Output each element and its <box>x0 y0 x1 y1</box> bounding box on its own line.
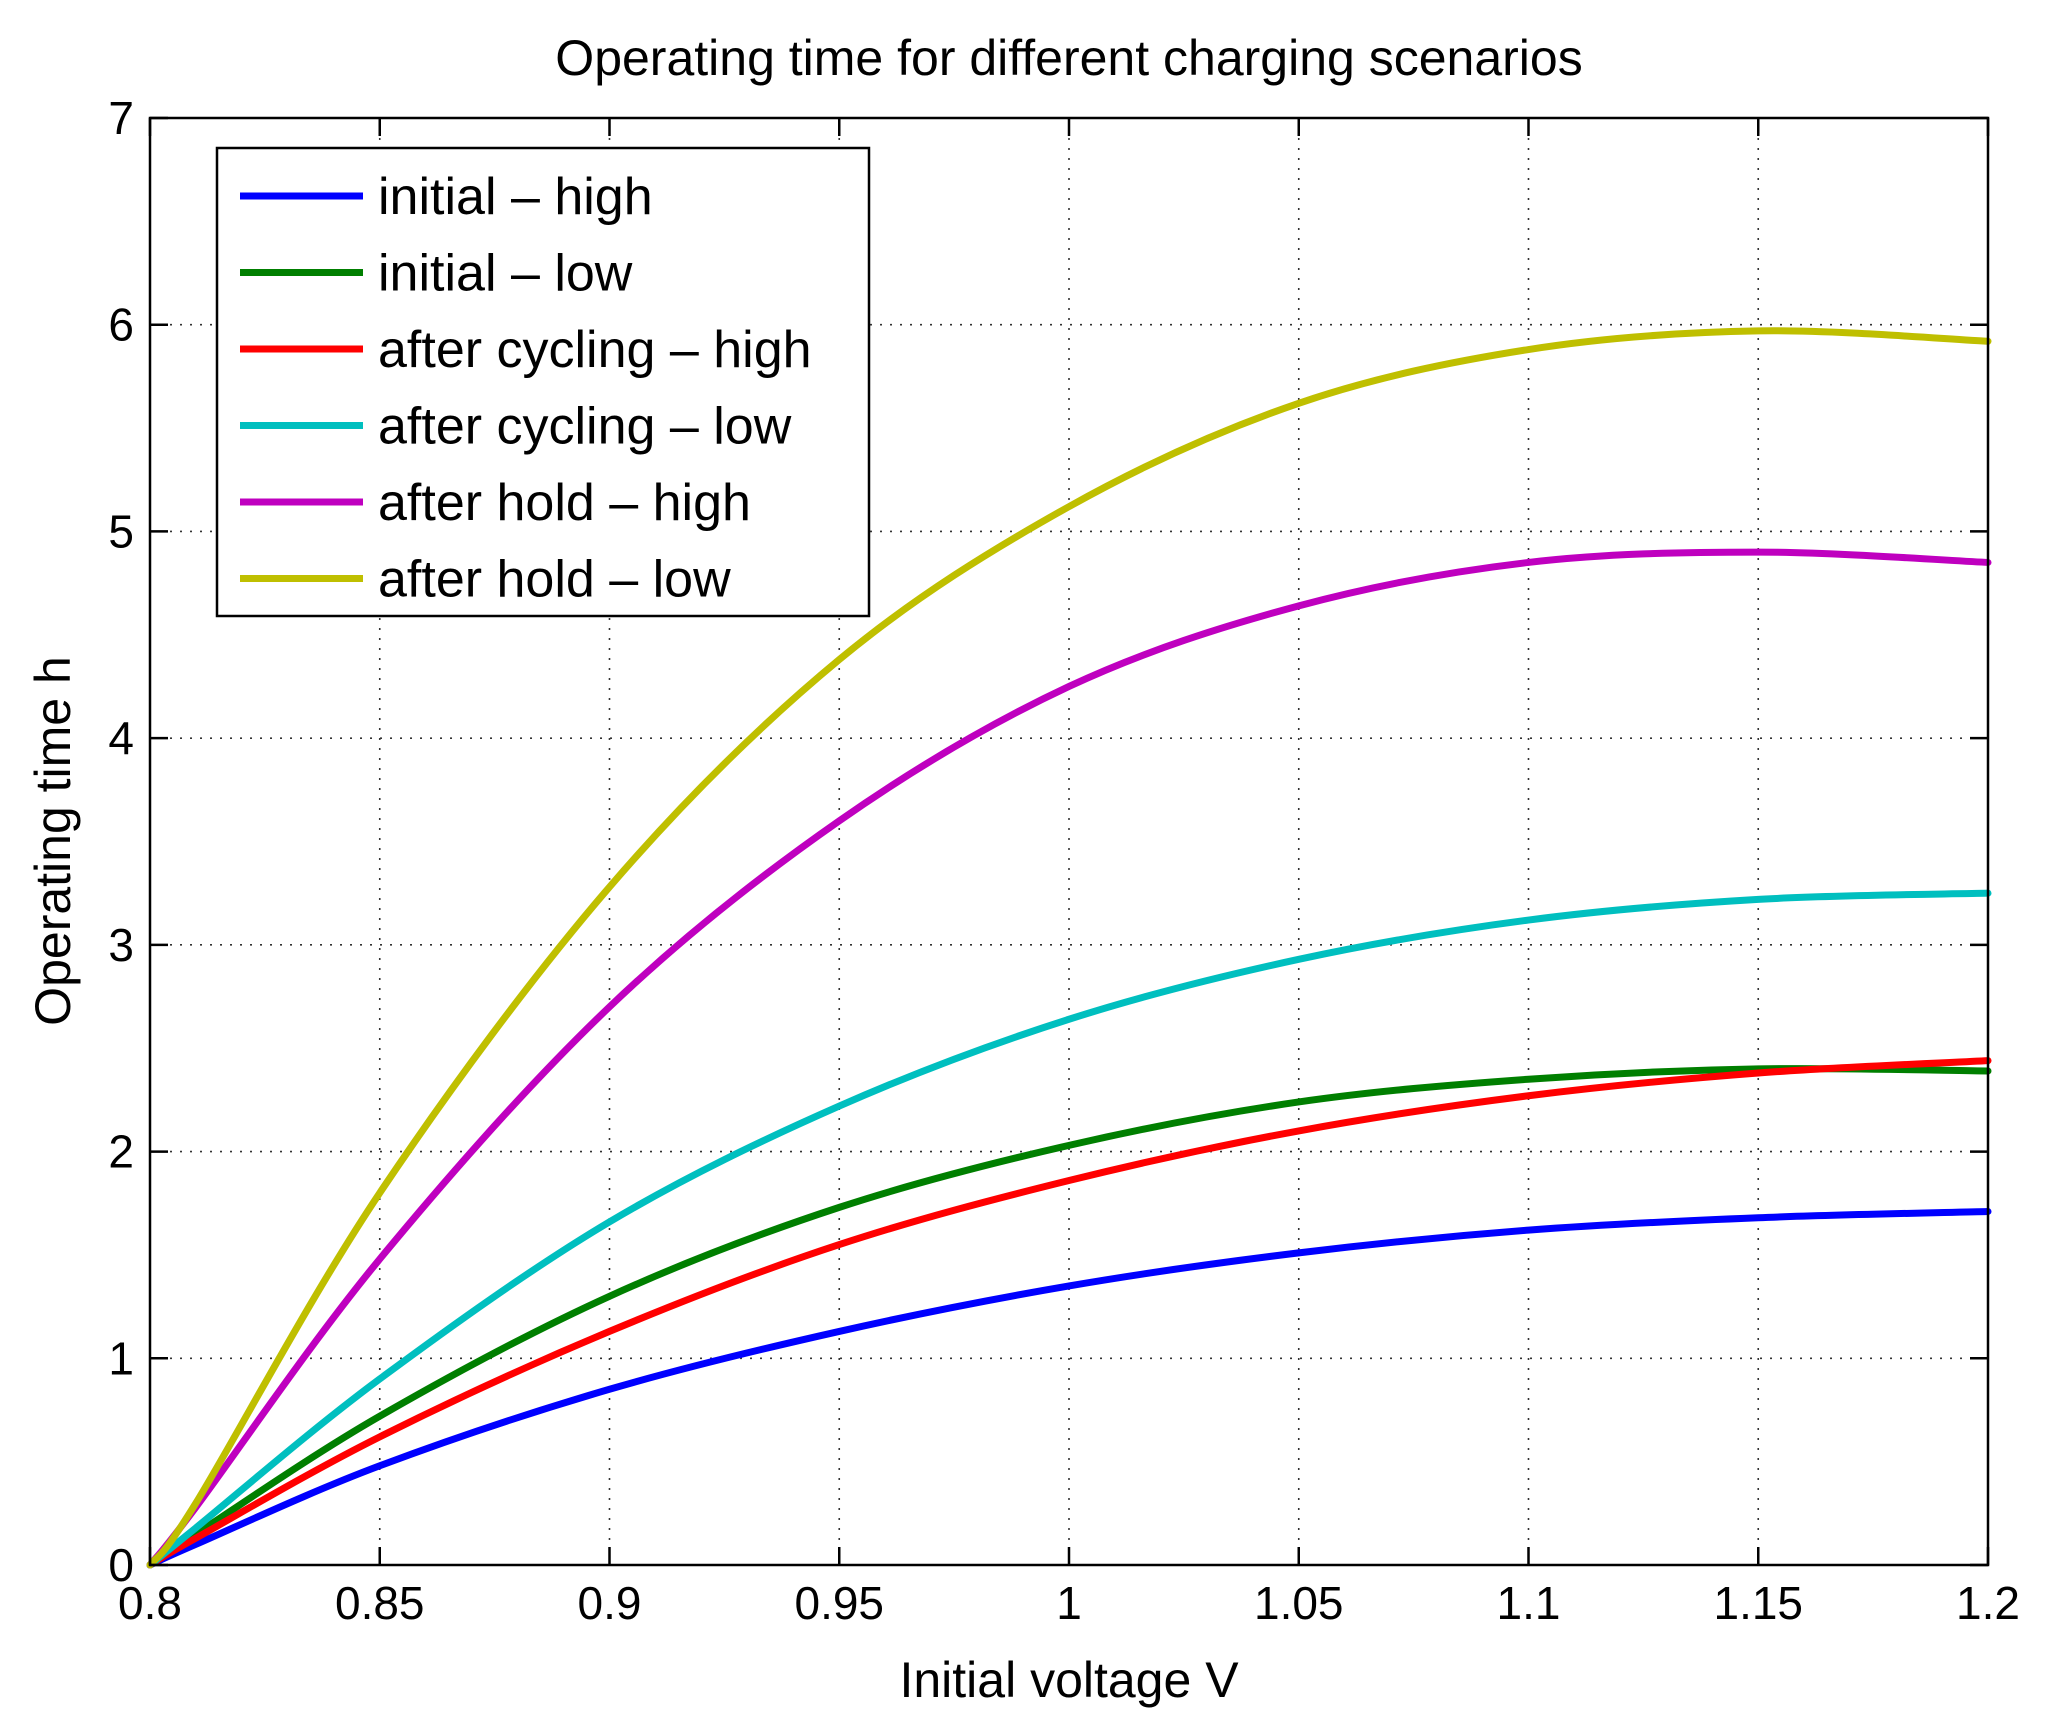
y-tick-label: 4 <box>108 712 134 764</box>
x-tick-label: 1.15 <box>1713 1577 1803 1629</box>
series-line-after-cycling-high <box>146 1057 1992 1569</box>
series-lines <box>146 327 1992 1569</box>
x-tick-label: 1.2 <box>1956 1577 2020 1629</box>
series-line-after-hold-low <box>146 327 1992 1569</box>
legend-label-initial-high: initial – high <box>378 168 653 226</box>
series-line-after-cycling-low <box>146 889 1992 1569</box>
y-tick-label: 5 <box>108 505 134 557</box>
y-axis-label: Operating time h <box>25 656 81 1026</box>
legend-label-after-hold-low: after hold – low <box>378 551 731 609</box>
x-tick-label: 0.95 <box>794 1577 884 1629</box>
legend-label-initial-low: initial – low <box>378 245 633 303</box>
legend-label-after-hold-high: after hold – high <box>378 474 751 532</box>
series-line-initial-high <box>146 1208 1992 1569</box>
x-tick-label: 1 <box>1056 1577 1082 1629</box>
x-tick-labels: 0.8 0.85 0.9 0.95 1 1.05 1.1 1.15 1.2 <box>118 1577 2020 1629</box>
y-tick-label: 3 <box>108 919 134 971</box>
series-line-after-hold-high <box>146 548 1992 1569</box>
axis-ticks <box>148 116 1990 1567</box>
legend-box <box>215 146 871 618</box>
chart-title: Operating time for different charging sc… <box>555 30 1582 86</box>
legend: initial – high initial – low after cycling… <box>215 146 871 618</box>
x-tick-label: 1.1 <box>1497 1577 1561 1629</box>
y-tick-label: 1 <box>108 1332 134 1384</box>
series-line-initial-low <box>146 1065 1992 1569</box>
y-tick-label: 0 <box>108 1539 134 1591</box>
x-axis-label: Initial voltage V <box>899 1652 1239 1708</box>
x-tick-label: 0.9 <box>578 1577 642 1629</box>
x-tick-label: 1.05 <box>1254 1577 1344 1629</box>
y-tick-labels: 0 1 2 3 4 5 6 7 <box>108 92 134 1591</box>
legend-label-after-cycling-high: after cycling – high <box>378 321 812 379</box>
y-tick-label: 7 <box>108 92 134 144</box>
y-tick-label: 2 <box>108 1126 134 1178</box>
x-tick-label: 0.85 <box>335 1577 425 1629</box>
x-tick-label: 0.8 <box>118 1577 182 1629</box>
y-tick-label: 6 <box>108 299 134 351</box>
legend-label-after-cycling-low: after cycling – low <box>378 398 792 456</box>
